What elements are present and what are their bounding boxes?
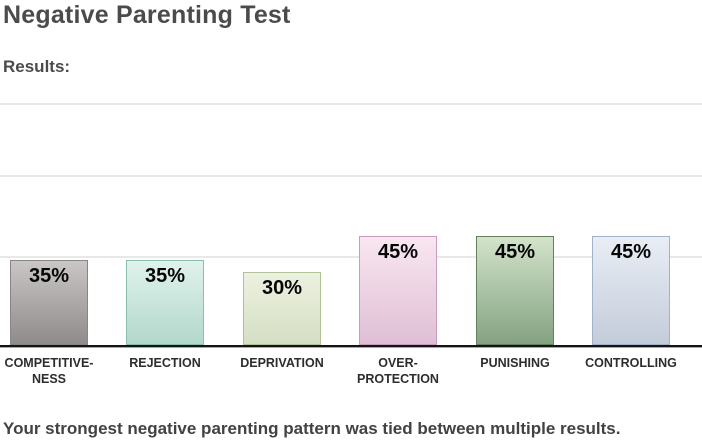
bar-over-protection: 45%	[359, 236, 437, 345]
bar-value-label: 45%	[494, 241, 536, 263]
result-summary-text: Your strongest negative parenting patter…	[3, 419, 621, 438]
gridline	[0, 103, 702, 105]
category-label-deprivation: DEPRIVATION	[240, 356, 324, 370]
bar-value-label: 35%	[28, 265, 70, 287]
category-label-over-protection: OVER- PROTECTION	[357, 356, 439, 386]
bar-chart: 35% 35% 30% 45% 45% 45% COMPETITIVE- NESS REJE…	[0, 103, 702, 386]
results-heading: Results:	[3, 57, 71, 76]
category-label-rejection: REJECTION	[129, 356, 201, 370]
page-title: Negative Parenting Test	[3, 1, 291, 29]
bar-rejection: 35%	[126, 260, 204, 345]
bar-deprivation: 30%	[243, 272, 321, 345]
bar-value-label: 30%	[261, 277, 303, 299]
gridline	[0, 256, 702, 258]
category-label-competitive-ness: COMPETITIVE- NESS	[4, 356, 94, 386]
bar-controlling: 45%	[592, 236, 670, 345]
bar-value-label: 35%	[144, 265, 186, 287]
bar-value-label: 45%	[377, 241, 419, 263]
bar-competitive-ness: 35%	[10, 260, 88, 345]
category-label-punishing: PUNISHING	[480, 356, 550, 370]
gridline	[0, 175, 702, 177]
bar-punishing: 45%	[476, 236, 554, 345]
x-axis-line	[0, 345, 702, 347]
bar-value-label: 45%	[610, 241, 652, 263]
x-axis-line-shadow	[0, 347, 702, 348]
category-label-controlling: CONTROLLING	[585, 356, 677, 370]
